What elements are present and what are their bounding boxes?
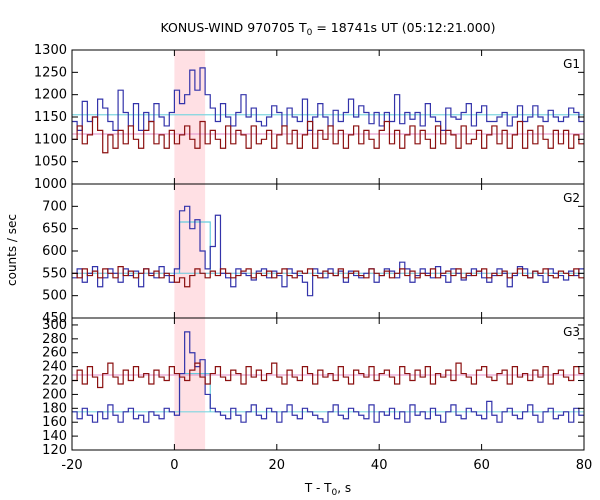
y-tick-label: 260 [42,346,67,361]
y-tick-label: 550 [42,266,67,281]
blue-series-line [72,205,584,297]
x-tick-label: 80 [576,458,593,473]
x-tick-label: 20 [269,458,286,473]
y-tick-label: 700 [42,199,67,214]
y-tick-label: 180 [42,401,67,416]
panel-frame [71,183,585,319]
red-series-line [72,362,584,389]
panel-g2: 450 500 550 600 650 700 G2 [42,183,585,326]
y-tick-label: 1100 [34,132,67,147]
x-tick-label: 60 [473,458,490,473]
y-tick-label: 500 [42,289,67,304]
y-tick-label: 240 [42,360,67,375]
panel-label: G2 [563,191,580,205]
x-tick-label: 0 [170,458,178,473]
red-series-line [72,116,584,154]
panel-g1: 1000 1050 1100 1150 1200 1250 1300 G1 [34,43,585,192]
x-tick-label: 40 [371,458,388,473]
chart-title: KONUS-WIND 970705 T0 = 18741s UT (05:12:… [160,20,495,38]
y-tick-label: 200 [42,387,67,402]
blue-series-line [72,331,584,423]
red-series-line [72,266,584,288]
blue-series-line [72,67,584,131]
y-tick-label: 280 [42,332,67,347]
y-tick-label: 300 [42,318,67,333]
panel-label: G3 [563,325,580,339]
y-tick-label: 1300 [34,43,67,58]
x-axis-ticks: -20 0 20 40 60 80 [61,458,592,473]
y-tick-label: 1150 [34,110,67,125]
panels: 1000 1050 1100 1150 1200 1250 1300 G1 450 500 550 6… [34,43,585,458]
y-tick-label: 160 [42,415,67,430]
x-tick-label: -20 [61,458,82,473]
y-tick-label: 1000 [34,177,67,192]
y-tick-label: 1250 [34,65,67,80]
y-tick-label: 120 [42,443,67,458]
y-tick-label: 600 [42,244,67,259]
y-axis-label: counts / sec [5,214,19,286]
y-tick-label: 140 [42,429,67,444]
x-axis-label: T - T0, s [304,481,351,498]
y-tick-label: 650 [42,222,67,237]
panel-label: G1 [563,57,580,71]
y-tick-label: 1050 [34,155,67,170]
y-tick-label: 220 [42,374,67,389]
y-tick-label: 450 [42,311,67,326]
panel-frame [71,317,585,451]
y-tick-label: 1200 [34,88,67,103]
